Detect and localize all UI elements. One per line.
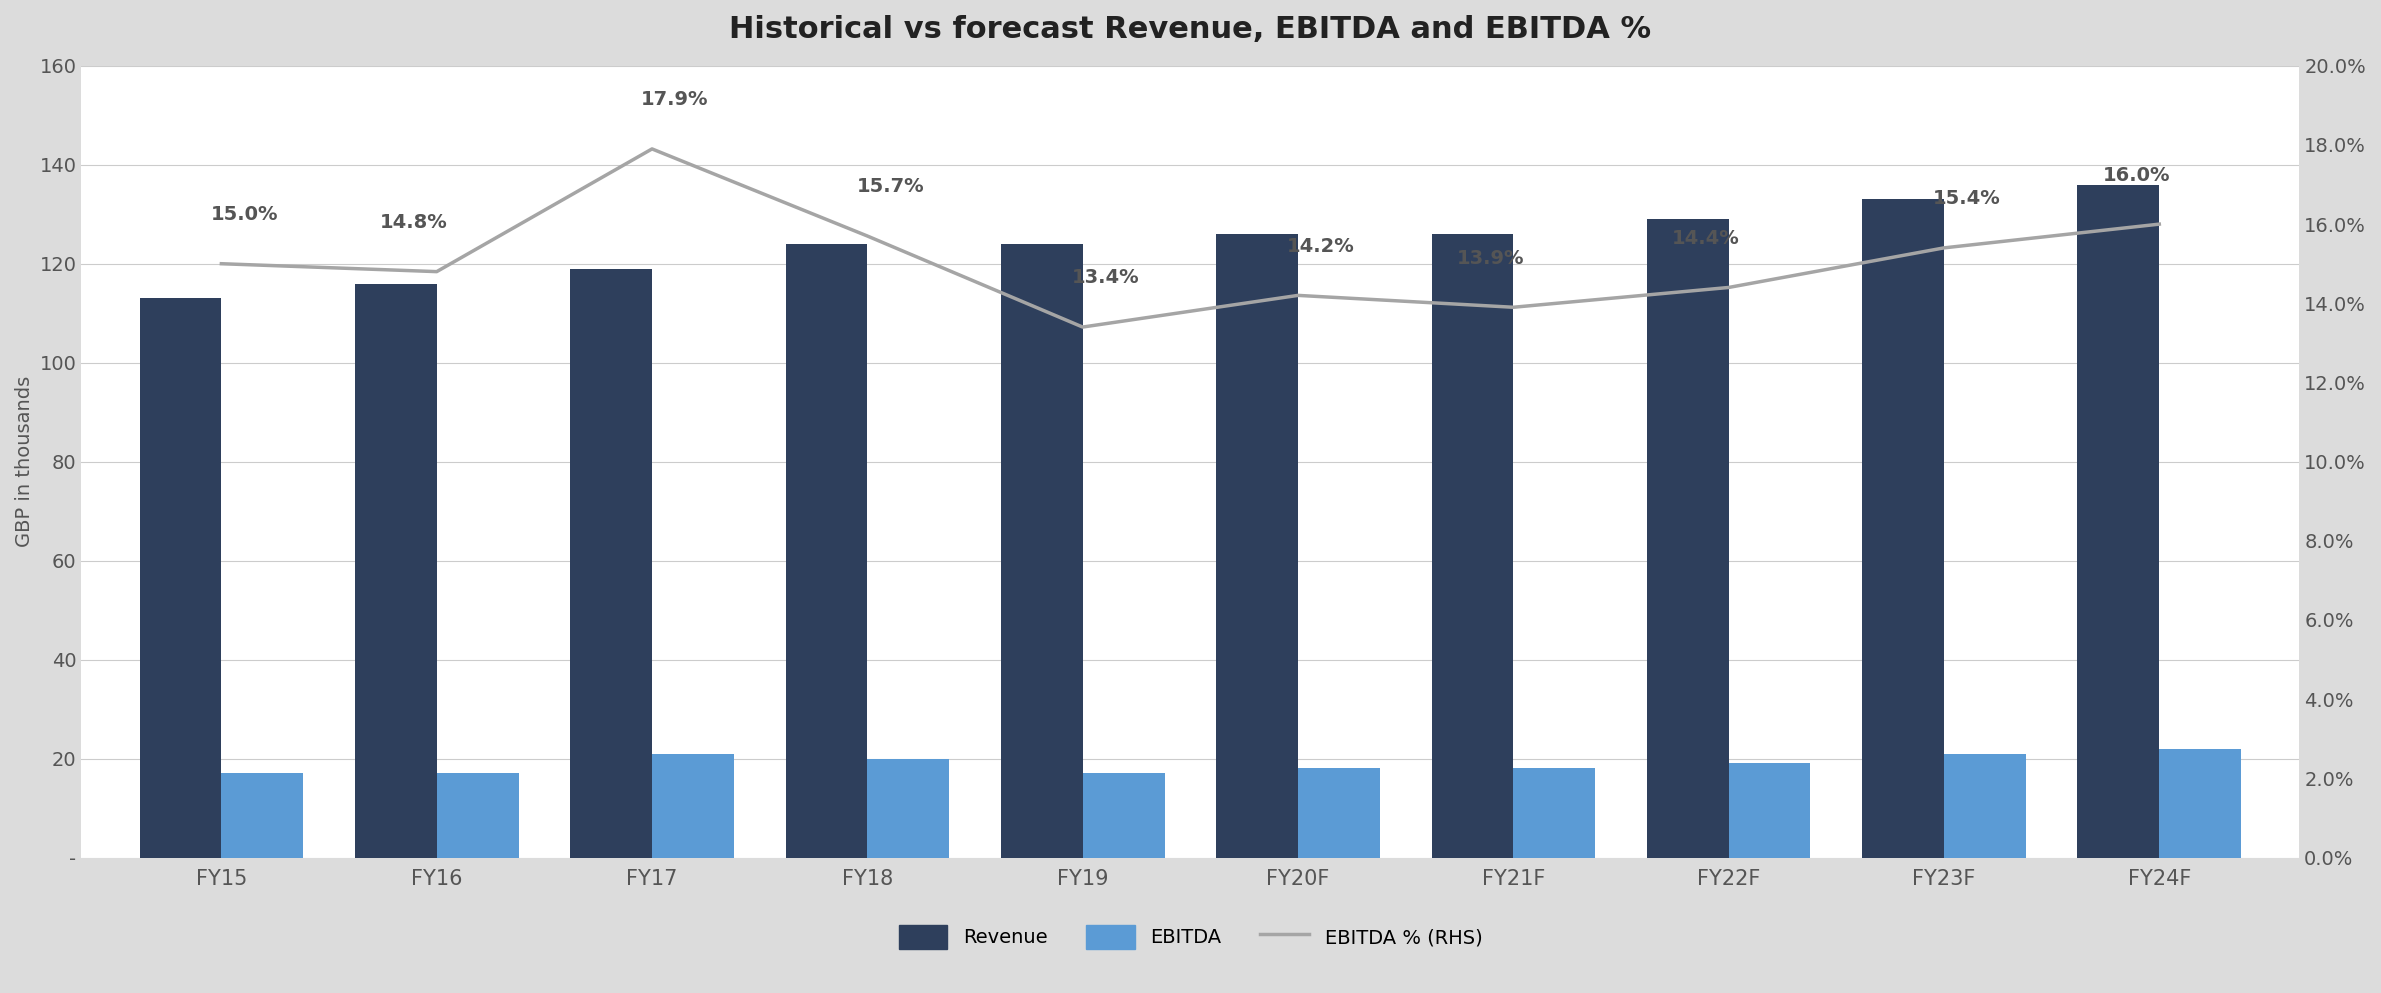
Text: 13.9%: 13.9%: [1457, 248, 1524, 268]
Bar: [436, 774, 519, 858]
Bar: [1083, 774, 1164, 858]
EBITDA % (RHS): [421, 266, 450, 278]
EBITDA % (RHS): [1283, 289, 1312, 301]
Line: EBITDA % (RHS): EBITDA % (RHS): [221, 149, 2160, 327]
Y-axis label: GBP in thousands: GBP in thousands: [14, 376, 33, 547]
EBITDA % (RHS): [1069, 321, 1098, 333]
EBITDA % (RHS): [1714, 281, 1743, 293]
EBITDA % (RHS): [1929, 242, 1957, 254]
Text: 15.0%: 15.0%: [210, 206, 279, 224]
Text: 15.4%: 15.4%: [1933, 190, 2000, 209]
Text: 15.7%: 15.7%: [857, 178, 924, 197]
EBITDA % (RHS): [2145, 218, 2174, 230]
Bar: [1648, 219, 1729, 858]
Bar: [1514, 769, 1595, 858]
Bar: [1431, 234, 1514, 858]
Bar: [355, 284, 436, 858]
Text: 14.2%: 14.2%: [1288, 236, 1355, 256]
Bar: [2079, 185, 2160, 858]
EBITDA % (RHS): [852, 230, 881, 242]
Text: 16.0%: 16.0%: [2102, 166, 2169, 185]
Text: 14.4%: 14.4%: [1671, 228, 1741, 248]
Bar: [1729, 764, 1810, 858]
Title: Historical vs forecast Revenue, EBITDA and EBITDA %: Historical vs forecast Revenue, EBITDA a…: [729, 15, 1652, 44]
EBITDA % (RHS): [207, 258, 236, 270]
Bar: [1943, 754, 2026, 858]
Bar: [1862, 200, 1943, 858]
Bar: [867, 759, 950, 858]
EBITDA % (RHS): [638, 143, 667, 155]
Bar: [140, 298, 221, 858]
Bar: [1298, 769, 1381, 858]
Text: 13.4%: 13.4%: [1071, 268, 1140, 287]
Text: 14.8%: 14.8%: [379, 213, 448, 232]
Bar: [1217, 234, 1298, 858]
Bar: [786, 244, 867, 858]
Bar: [2160, 749, 2241, 858]
Bar: [221, 774, 302, 858]
Text: 17.9%: 17.9%: [640, 90, 710, 109]
Bar: [652, 754, 733, 858]
Bar: [1000, 244, 1083, 858]
Bar: [569, 269, 652, 858]
EBITDA % (RHS): [1500, 301, 1529, 313]
Legend: Revenue, EBITDA, EBITDA % (RHS): Revenue, EBITDA, EBITDA % (RHS): [888, 916, 1493, 958]
